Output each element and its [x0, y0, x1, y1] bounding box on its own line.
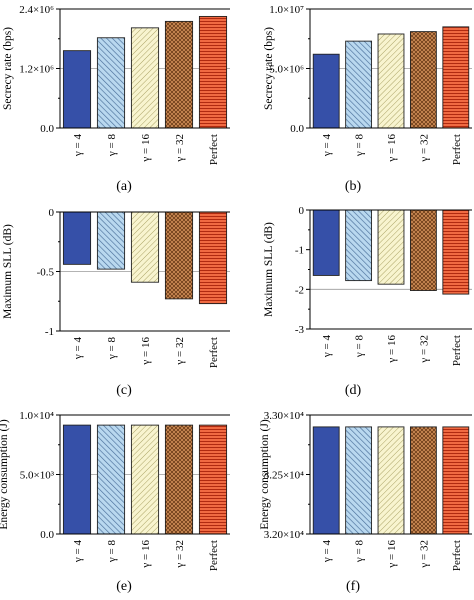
y-tick-label: 1.0×10⁷	[269, 4, 304, 16]
bar-5	[442, 209, 470, 295]
bar-2	[96, 37, 126, 129]
x-tick-label: γ = 4	[321, 335, 333, 359]
y-axis-label: Energy consumption (J)	[259, 419, 271, 529]
bar-5	[442, 426, 470, 535]
x-tick-label: γ = 32	[418, 540, 430, 569]
y-tick-label: -1	[45, 326, 54, 338]
y-tick-label: 0.0	[40, 123, 54, 135]
panel-caption-d: (d)	[345, 383, 362, 398]
x-tick-label: Perfect	[208, 540, 220, 571]
x-tick-label: γ = 16	[386, 335, 398, 364]
y-tick-label: 2.4×10⁶	[19, 4, 54, 16]
y-tick-label: 0.0	[40, 529, 54, 541]
y-tick-label: 3.30×10⁴	[264, 410, 304, 422]
x-tick-label: γ = 32	[174, 540, 186, 569]
y-axis-label: Secrecy rate (bps)	[2, 27, 14, 110]
y-axis-label: Maximum SLL (dB)	[263, 222, 275, 317]
chart-panel-5: γ = 4 γ = 8 γ = 16 γ = 32 Perfect 0.0 5.0×10³ 1…	[0, 410, 230, 571]
bar-1	[312, 426, 340, 535]
x-tick-label: Perfect	[208, 134, 220, 165]
x-tick-label: γ = 8	[354, 134, 366, 158]
y-tick-label: 3.25×10⁴	[264, 470, 304, 482]
panel-caption-a: (a)	[116, 179, 132, 194]
bar-4	[409, 31, 437, 129]
bar-4	[164, 20, 194, 129]
panel-caption-e: (e)	[116, 579, 132, 594]
chart-panel-6: γ = 4 γ = 8 γ = 16 γ = 32 Perfect 3.20×10⁴ 3.2…	[259, 410, 472, 571]
y-tick-label: -3	[295, 324, 305, 336]
x-tick-label: γ = 32	[174, 337, 186, 366]
bar-5	[198, 15, 228, 129]
bar-2	[345, 40, 373, 129]
y-tick-label: -2	[295, 284, 304, 296]
y-axis-label: Maximum SLL (dB)	[2, 224, 14, 319]
y-tick-label: 0	[299, 205, 305, 217]
bar-1	[62, 424, 92, 535]
y-tick-label: 0.0	[290, 123, 304, 135]
x-tick-label: γ = 16	[386, 540, 398, 569]
x-tick-label: γ = 8	[106, 134, 118, 158]
panel-caption-f: (f)	[346, 579, 360, 594]
bar-3	[377, 426, 405, 535]
bar-5	[198, 211, 228, 305]
x-tick-label: Perfect	[451, 134, 463, 165]
chart-panel-2: γ = 4 γ = 8 γ = 16 γ = 32 Perfect 0.0 5.0×10⁶ 1…	[263, 4, 472, 165]
bar-2	[96, 424, 126, 535]
bar-4	[164, 211, 194, 300]
y-axis-label: Energy consumption (J)	[0, 419, 10, 529]
x-tick-label: Perfect	[208, 337, 220, 368]
bar-2	[345, 426, 373, 535]
x-tick-label: γ = 8	[106, 540, 118, 564]
chart-panel-3: γ = 4 γ = 8 γ = 16 γ = 32 Perfect 0 -0.5 -1 Maxi…	[2, 207, 230, 368]
x-tick-label: γ = 32	[418, 134, 430, 163]
y-tick-label: 1.2×10⁶	[19, 64, 54, 76]
bar-5	[442, 26, 470, 129]
x-tick-label: γ = 4	[72, 134, 84, 158]
y-tick-label: 3.20×10⁴	[264, 529, 304, 541]
panel-caption-b: (b)	[345, 179, 362, 194]
bar-4	[409, 426, 437, 535]
y-tick-label: -1	[295, 245, 304, 257]
bar-4	[409, 209, 437, 291]
x-tick-label: γ = 32	[174, 134, 186, 163]
y-tick-label: 5.0×10⁶	[269, 64, 304, 76]
x-tick-label: Perfect	[451, 335, 463, 366]
chart-panel-4: γ = 4 γ = 8 γ = 16 γ = 32 Perfect 0 -1 -2 -3 Maxi…	[263, 205, 472, 366]
x-tick-label: γ = 8	[106, 337, 118, 361]
x-tick-label: γ = 4	[321, 540, 333, 564]
x-tick-label: γ = 32	[418, 335, 430, 364]
x-tick-label: γ = 16	[140, 134, 152, 163]
x-tick-label: γ = 16	[386, 134, 398, 163]
bar-5	[198, 424, 228, 535]
bar-3	[377, 209, 405, 285]
bar-1	[312, 209, 340, 276]
x-tick-label: γ = 4	[72, 540, 84, 564]
y-tick-label: -0.5	[37, 267, 55, 279]
x-tick-label: γ = 4	[72, 337, 84, 361]
x-tick-label: Perfect	[451, 540, 463, 571]
bar-3	[130, 424, 160, 535]
bar-1	[62, 211, 92, 265]
bar-3	[377, 33, 405, 129]
bar-1	[62, 50, 92, 129]
bar-4	[164, 424, 194, 535]
y-tick-label: 5.0×10³	[20, 470, 55, 482]
panel-caption-c: (c)	[116, 383, 132, 398]
chart-panel-1: γ = 4 γ = 8 γ = 16 γ = 32 Perfect 0.0 1.2×10⁶ 2…	[2, 4, 230, 165]
x-tick-label: γ = 16	[140, 540, 152, 569]
y-tick-label: 1.0×10⁴	[19, 410, 54, 422]
bar-2	[345, 209, 373, 282]
y-tick-label: 0	[49, 207, 55, 219]
x-tick-label: γ = 8	[354, 335, 366, 359]
bar-3	[130, 211, 160, 283]
bar-3	[130, 27, 160, 129]
x-tick-label: γ = 8	[354, 540, 366, 564]
x-tick-label: γ = 16	[140, 337, 152, 366]
y-axis-label: Secrecy rate (bps)	[263, 27, 275, 110]
bar-1	[312, 53, 340, 129]
bar-2	[96, 211, 126, 270]
x-tick-label: γ = 4	[321, 134, 333, 158]
